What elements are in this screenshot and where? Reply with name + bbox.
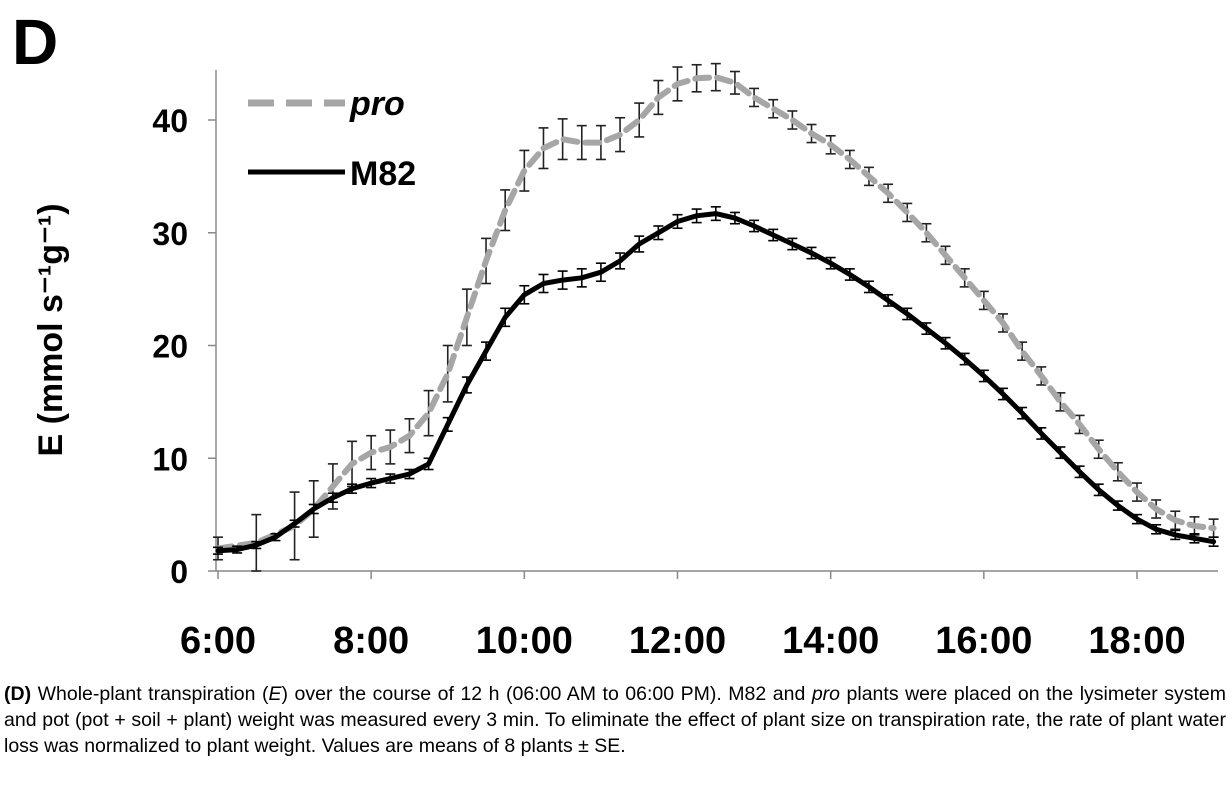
figure-caption: (D) Whole-plant transpiration (E) over t… xyxy=(4,681,1226,759)
caption-italic-pro: pro xyxy=(811,683,841,705)
caption-italic-e: E xyxy=(268,683,282,705)
x-tick-label: 16:00 xyxy=(935,620,1032,662)
panel-label: D xyxy=(12,6,59,78)
legend-label-pro: pro xyxy=(349,85,405,123)
caption-label: (D) xyxy=(4,683,32,705)
caption-text-1: Whole-plant transpiration ( xyxy=(31,683,269,705)
y-tick-label: 40 xyxy=(152,103,188,139)
legend-label-m82: M82 xyxy=(350,155,416,193)
y-tick-label: 0 xyxy=(170,554,188,590)
x-tick-label: 8:00 xyxy=(333,620,409,662)
x-tick-label: 6:00 xyxy=(180,620,256,662)
series-pro xyxy=(213,62,1219,572)
series-M82 xyxy=(213,206,1219,555)
y-tick-label: 30 xyxy=(152,216,188,252)
y-tick-label: 20 xyxy=(152,329,188,365)
caption-text-2: ) over the course of 12 h (06:00 AM to 0… xyxy=(281,683,812,705)
y-tick-label: 10 xyxy=(152,441,188,477)
x-tick-label: 10:00 xyxy=(476,620,573,662)
axes: 0 10 20 30 40 6:00 8:00 10:00 12:00 14:00 16:00 18:… xyxy=(152,70,1218,662)
y-axis-label: E (mmol s⁻¹g⁻¹) xyxy=(32,203,70,456)
legend: pro M82 xyxy=(248,85,416,193)
transpiration-line-chart: 0 10 20 30 40 6:00 8:00 10:00 12:00 14:00 16:00 18:… xyxy=(32,62,1219,662)
series-line-M82 xyxy=(215,211,1217,554)
caption-text-3: plants were placed on the lysimeter syst… xyxy=(4,683,1226,757)
series-line-pro xyxy=(215,74,1217,552)
x-tick-label: 18:00 xyxy=(1088,620,1185,662)
x-tick-label: 12:00 xyxy=(629,620,726,662)
x-tick-label: 14:00 xyxy=(782,620,879,662)
series-layer xyxy=(213,62,1219,572)
